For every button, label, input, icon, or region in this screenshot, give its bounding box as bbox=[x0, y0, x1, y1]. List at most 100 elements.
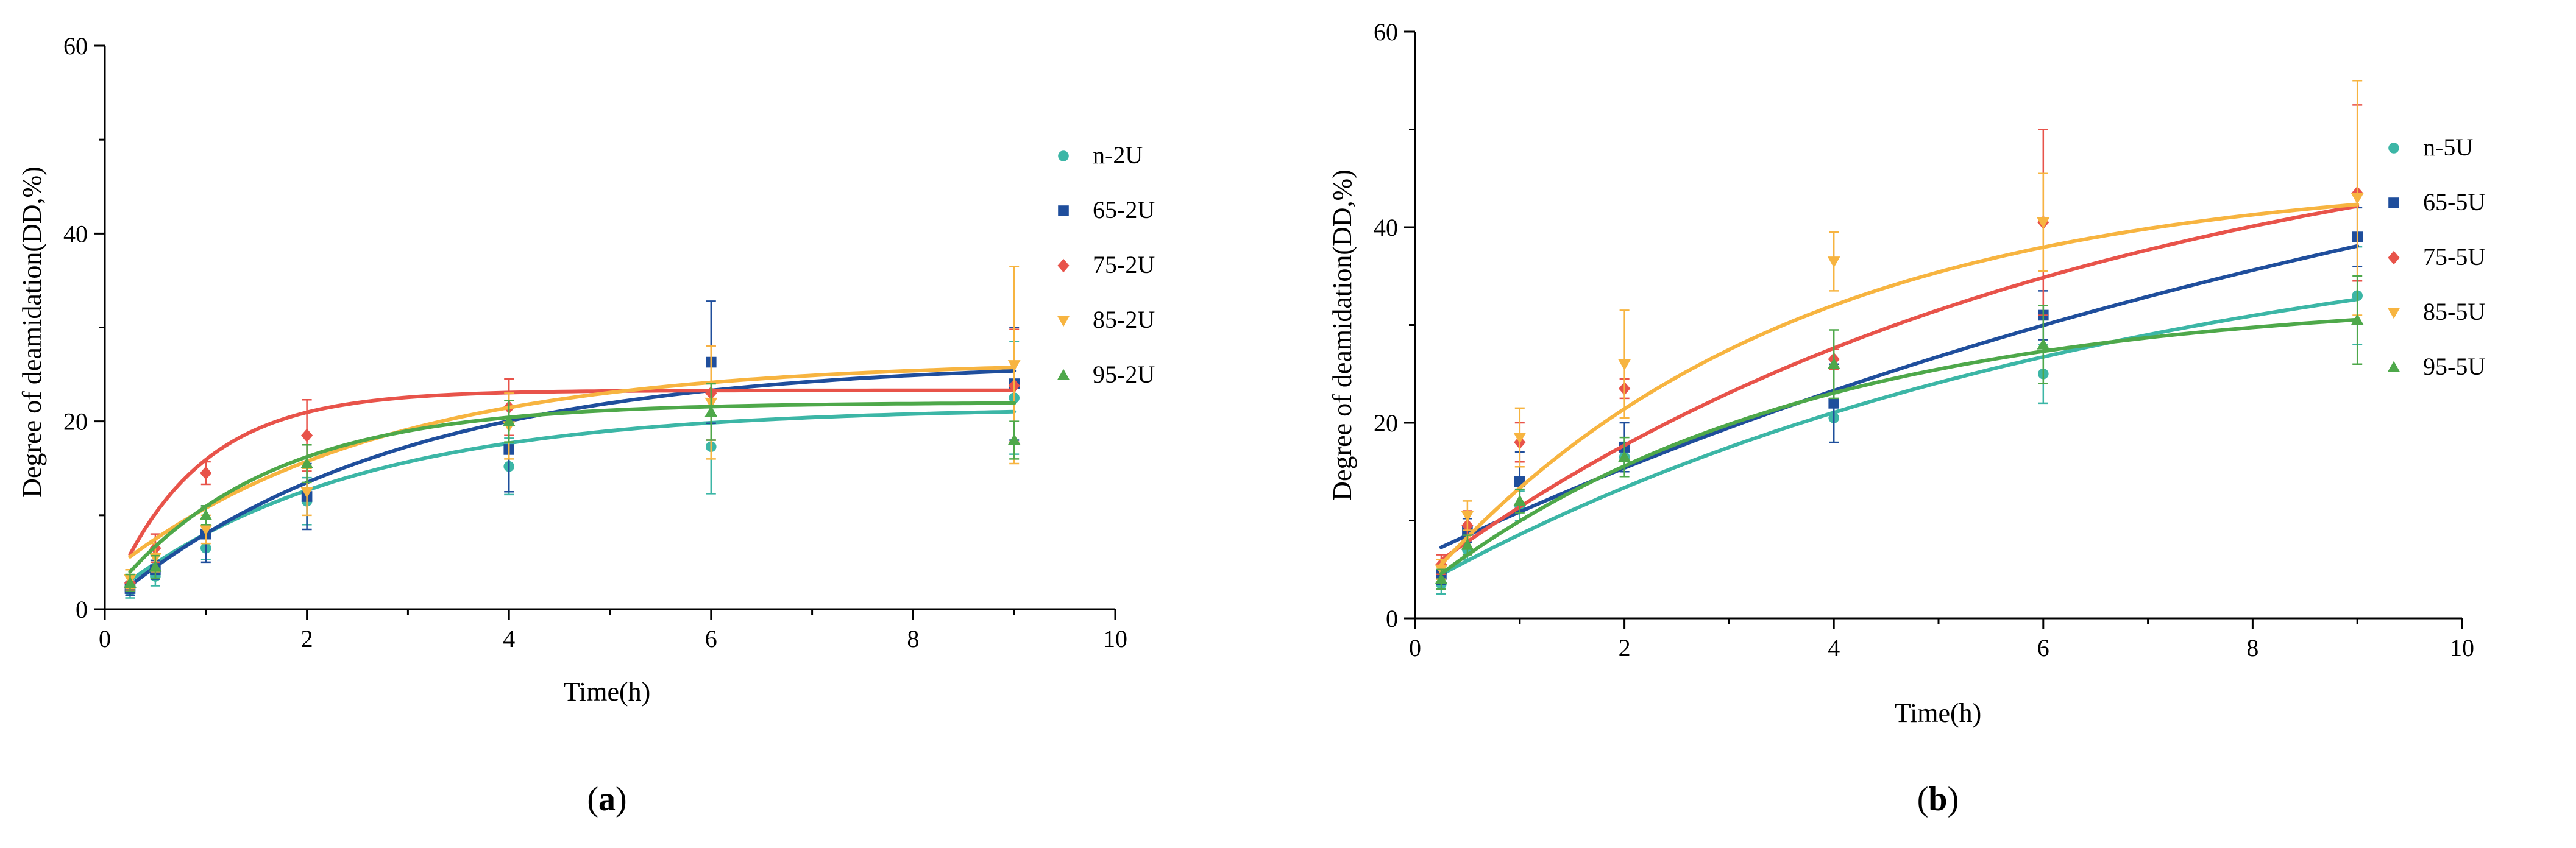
data-point bbox=[1827, 256, 1840, 268]
data-point bbox=[300, 457, 313, 469]
fit-curve bbox=[128, 369, 1017, 588]
series-n-5U bbox=[1436, 246, 2363, 595]
x-tick-label: 2 bbox=[301, 625, 313, 652]
series-95-2U bbox=[124, 383, 1021, 592]
chart-panel-a: Degree of deamidation(DD,%) Time(h) (a) … bbox=[17, 32, 1155, 818]
data-point bbox=[2037, 338, 2050, 350]
data-point bbox=[1513, 433, 1527, 444]
y-tick-label: 0 bbox=[76, 596, 88, 623]
data-point bbox=[1513, 495, 1527, 506]
fit-curve bbox=[1439, 244, 2360, 549]
legend-marker bbox=[2388, 197, 2399, 208]
legend-item: 75-2U bbox=[1057, 251, 1155, 278]
legend-item: n-2U bbox=[1058, 141, 1143, 169]
legend-marker bbox=[1057, 258, 1070, 273]
data-point bbox=[1828, 398, 1839, 409]
data-point bbox=[1461, 539, 1474, 550]
legend-label: n-2U bbox=[1093, 141, 1143, 169]
legend-item: 95-2U bbox=[1057, 361, 1155, 388]
data-point bbox=[300, 487, 313, 498]
x-tick-label: 10 bbox=[2450, 634, 2474, 662]
fit-curve bbox=[128, 366, 1017, 559]
y-axis-title: Degree of deamidation(DD,%) bbox=[17, 166, 47, 498]
y-tick-label: 40 bbox=[63, 220, 88, 247]
data-point bbox=[199, 509, 213, 520]
legend-label: n-5U bbox=[2423, 133, 2473, 161]
series-65-5U bbox=[1436, 207, 2363, 585]
series-75-2U bbox=[124, 328, 1020, 592]
fit-curve bbox=[1439, 317, 2360, 576]
legend-item: n-5U bbox=[2388, 133, 2473, 161]
legend-marker bbox=[2387, 361, 2400, 372]
data-point bbox=[502, 415, 516, 426]
legend-item: 75-5U bbox=[2388, 243, 2485, 270]
x-tick-label: 0 bbox=[99, 625, 111, 652]
data-point bbox=[1827, 358, 1840, 369]
y-tick-label: 60 bbox=[1374, 18, 1398, 46]
legend-marker bbox=[2387, 308, 2400, 319]
legend-item: 85-2U bbox=[1057, 306, 1155, 333]
series-n-2U bbox=[124, 341, 1020, 599]
legend-label: 75-2U bbox=[1093, 251, 1155, 278]
legend-label: 95-2U bbox=[1093, 361, 1155, 388]
data-point bbox=[199, 524, 213, 536]
legend-label: 75-5U bbox=[2423, 243, 2485, 270]
legend-item: 65-2U bbox=[1058, 196, 1155, 224]
x-tick-label: 0 bbox=[1409, 634, 1421, 662]
legend-item: 85-5U bbox=[2387, 298, 2485, 325]
data-point bbox=[1618, 359, 1631, 371]
data-point bbox=[200, 466, 212, 480]
series-95-5U bbox=[1435, 275, 2364, 590]
x-tick-label: 4 bbox=[1828, 634, 1840, 662]
panel-letter: b bbox=[1928, 780, 1947, 818]
fit-curve bbox=[128, 388, 1017, 557]
data-point bbox=[1007, 434, 1021, 445]
data-point bbox=[1461, 511, 1474, 522]
data-point bbox=[124, 576, 137, 588]
data-point bbox=[2037, 217, 2050, 229]
series-75-5U bbox=[1435, 104, 2363, 576]
data-point bbox=[704, 405, 718, 417]
x-tick-label: 4 bbox=[503, 625, 515, 652]
x-axis-title: Time(h) bbox=[564, 677, 651, 707]
fit-curve bbox=[1439, 297, 2360, 577]
y-tick-label: 20 bbox=[63, 408, 88, 436]
data-point bbox=[2351, 193, 2364, 205]
legend-marker bbox=[1057, 369, 1070, 380]
data-point bbox=[301, 428, 313, 442]
legend-marker bbox=[2388, 143, 2399, 154]
chart-panel-b: Degree of deamidation(DD,%) Time(h) (b) … bbox=[1327, 18, 2485, 818]
x-tick-label: 8 bbox=[907, 625, 919, 652]
data-point bbox=[149, 560, 162, 572]
legend-marker bbox=[1057, 316, 1070, 327]
legend-item: 65-5U bbox=[2388, 188, 2485, 216]
legend-label: 95-5U bbox=[2423, 353, 2485, 380]
series-65-2U bbox=[124, 300, 1020, 596]
legend-label: 65-2U bbox=[1093, 196, 1155, 224]
fit-curve bbox=[1439, 204, 2360, 562]
y-tick-label: 40 bbox=[1374, 214, 1398, 241]
data-point bbox=[1007, 360, 1021, 372]
y-tick-label: 60 bbox=[63, 32, 88, 60]
y-axis-title: Degree of deamidation(DD,%) bbox=[1327, 169, 1357, 501]
x-tick-label: 2 bbox=[1619, 634, 1631, 662]
y-tick-label: 0 bbox=[1386, 605, 1398, 632]
fit-curve bbox=[128, 401, 1017, 574]
x-tick-label: 8 bbox=[2246, 634, 2258, 662]
x-axis-title: Time(h) bbox=[1895, 698, 1982, 728]
legend-label: 85-2U bbox=[1093, 306, 1155, 333]
panel-label: (b) bbox=[1917, 780, 1959, 818]
fit-curve bbox=[1439, 202, 2360, 567]
panel-label: (a) bbox=[587, 780, 626, 818]
legend-item: 95-5U bbox=[2387, 353, 2485, 380]
legend-marker bbox=[1058, 205, 1069, 216]
data-point bbox=[1435, 573, 1448, 584]
legend-marker bbox=[2388, 250, 2400, 265]
data-point bbox=[2351, 314, 2364, 325]
legend-marker bbox=[1058, 150, 1069, 161]
x-tick-label: 10 bbox=[1103, 625, 1127, 652]
x-tick-label: 6 bbox=[2037, 634, 2049, 662]
legend-label: 85-5U bbox=[2423, 298, 2485, 325]
data-point bbox=[1618, 450, 1631, 462]
